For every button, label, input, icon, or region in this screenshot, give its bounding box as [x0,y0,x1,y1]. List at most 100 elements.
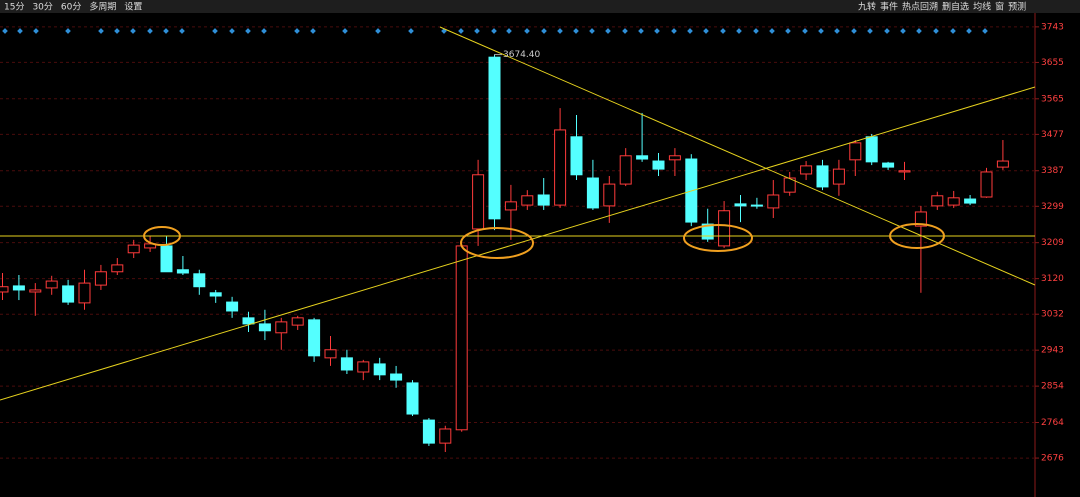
signal-dot [884,28,890,34]
candle-body [652,160,665,170]
candle-body [636,155,649,160]
signal-dot [622,28,628,34]
signal-dot [950,28,956,34]
signal-dot [736,28,742,34]
y-tick-label: 3032 [1041,310,1064,320]
candle-body [209,292,222,297]
signal-dot [17,28,23,34]
toolbar-button[interactable]: 窗 [995,1,1004,13]
candle-body [504,201,517,211]
plot [0,26,1035,459]
toolbar-button[interactable]: 事件 [880,1,898,13]
highlight-ellipse [683,224,753,252]
signal-dot [769,28,775,34]
y-tick-label: 3209 [1041,238,1064,248]
candle-body [898,170,911,173]
candle-body [291,317,304,326]
signal-dot [524,28,530,34]
signal-dot [966,28,972,34]
candle-body [275,321,288,334]
candle-body [29,289,42,293]
highlight-ellipse [460,227,534,259]
toolbar-button[interactable]: 删自选 [942,1,969,13]
drawings [0,26,1036,401]
signal-dot [851,28,857,34]
candle-body [832,168,845,185]
candle-body [373,363,386,376]
candle-body [603,183,616,207]
highlight-ellipse [143,226,181,246]
candle-body [62,285,75,303]
toolbar-button[interactable]: 九转 [858,1,876,13]
candle-body [0,286,9,293]
y-tick-label: 3655 [1041,58,1064,68]
toolbar-button[interactable]: 15分 [4,2,24,13]
candle-body [767,194,780,209]
toolbar-button[interactable]: 均线 [973,1,991,13]
highlight-ellipse [889,223,945,249]
y-tick-label: 3387 [1041,166,1064,176]
signal-dot [573,28,579,34]
signal-dot [541,28,547,34]
candle-body [701,223,714,240]
candle-body [783,177,796,193]
candle-body [160,245,173,273]
candle-body [931,195,944,207]
candle-body [980,171,993,198]
candle-body [996,160,1009,168]
candle-body [521,195,534,206]
candle-body [750,204,763,207]
signal-dot [753,28,759,34]
signal-dot [638,28,644,34]
candle-body [816,165,829,188]
signal-dot [900,28,906,34]
signal-dot [654,28,660,34]
y-tick-label: 2764 [1041,418,1064,428]
candle-body [45,280,58,289]
toolbar-button[interactable]: 热点回溯 [902,1,938,13]
signal-dot [687,28,693,34]
candle-body [144,243,157,249]
toolbar-button[interactable]: 多周期 [89,1,116,13]
candle-body [488,56,501,220]
candle-body [537,194,550,206]
candle-body [472,174,485,230]
candle-body [619,155,632,185]
candle-body [324,349,337,359]
toolbar-button[interactable]: 30分 [32,2,52,13]
signal-dot [671,28,677,34]
candle-body [258,323,271,332]
y-tick-label: 3565 [1041,94,1064,104]
candle-body [176,269,189,274]
candle-body [340,357,353,371]
candle-body [390,373,403,381]
y-tick-label: 3743 [1041,22,1064,32]
y-tick-label: 2676 [1041,454,1064,464]
toolbar [0,0,1080,13]
trend-line [439,26,1036,286]
y-tick-label: 2854 [1041,382,1064,392]
y-tick-label: 3299 [1041,202,1064,212]
signal-dot [916,28,922,34]
candle-body [94,271,107,286]
candle-body [800,165,813,175]
candle-body [193,273,206,288]
signal-dot [605,28,611,34]
candle-body [914,211,927,227]
signal-dot [557,28,563,34]
signal-dot [982,28,988,34]
signal-dot [720,28,726,34]
toolbar-button[interactable]: 设置 [124,2,142,13]
candle-body [357,361,370,373]
candle-body [422,419,435,444]
toolbar-button[interactable]: 60分 [61,2,81,13]
candle-body [586,177,599,209]
toolbar-button[interactable]: 预测 [1008,2,1026,13]
candle-body [242,317,255,325]
candle-body [964,198,977,204]
candle-body [308,319,321,357]
candle-body [668,155,681,161]
